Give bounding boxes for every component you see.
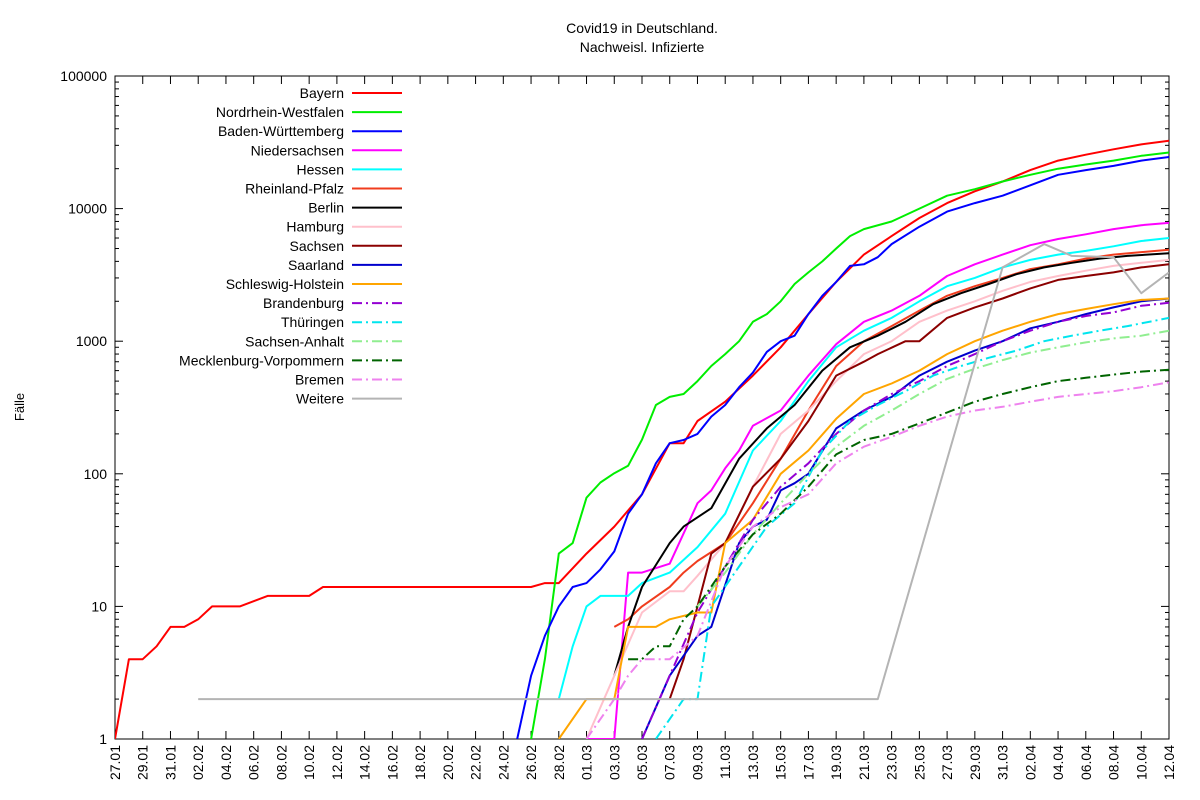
x-tick-label: 12.02: [329, 745, 345, 780]
series-line-schleswig-holstein: [557, 297, 1169, 739]
x-tick-label: 17.03: [800, 745, 816, 780]
series-line-sachsen: [668, 263, 1169, 700]
x-tick-label: 10.04: [1133, 745, 1149, 780]
legend-label-bayern: Bayern: [300, 85, 344, 101]
x-tick-label: 09.03: [689, 745, 705, 780]
x-tick-label: 11.03: [717, 745, 733, 779]
chart-subtitle: Nachweisl. Infizierte: [580, 39, 705, 55]
x-tick-label: 27.01: [107, 745, 123, 780]
x-tick-label: 03.03: [606, 745, 622, 780]
legend-label-niedersachsen: Niedersachsen: [251, 142, 344, 158]
x-tick-label: 07.03: [662, 745, 678, 780]
x-tick-label: 05.03: [634, 745, 650, 780]
legend-label-rheinland-pfalz: Rheinland-Pfalz: [245, 181, 344, 197]
legend-label-nordrhein-westfalen: Nordrhein-Westfalen: [216, 104, 344, 120]
x-tick-label: 15.03: [773, 745, 789, 780]
x-tick-label: 08.04: [1106, 745, 1122, 780]
series-line-baden-w-rttemberg: [516, 156, 1169, 739]
legend-label-brandenburg: Brandenburg: [263, 295, 344, 311]
series-line-weitere: [198, 243, 1169, 701]
x-tick-label: 04.02: [218, 745, 234, 780]
x-tick-label: 08.02: [273, 745, 289, 780]
x-tick-label: 02.04: [1022, 745, 1038, 780]
x-tick-label: 29.03: [967, 745, 983, 780]
series-line-sachsen-anhalt: [696, 329, 1169, 608]
x-tick-label: 02.02: [190, 745, 206, 780]
x-tick-label: 31.01: [162, 745, 178, 780]
legend-label-mecklenburg-vorpommern: Mecklenburg-Vorpommern: [179, 352, 344, 368]
plot-frame: [114, 75, 1170, 740]
x-tick-label: 18.02: [412, 745, 428, 780]
x-tick-label: 04.04: [1050, 745, 1066, 780]
legend-label-bremen: Bremen: [295, 372, 344, 388]
series-line-mecklenburg-vorpommern: [628, 368, 1169, 661]
x-tick-label: 16.02: [384, 745, 400, 780]
x-tick-label: 31.03: [995, 745, 1011, 780]
y-tick-label: 10000: [68, 201, 107, 217]
x-tick-label: 22.02: [468, 745, 484, 780]
legend-label-sachsen: Sachsen: [290, 238, 344, 254]
x-tick-label: 28.02: [551, 745, 567, 780]
legend-label-baden-w-rttemberg: Baden-Württemberg: [218, 123, 344, 139]
series-line-brandenburg: [641, 301, 1169, 739]
x-tick-label: 01.03: [579, 745, 595, 780]
legend-label-th-ringen: Thüringen: [281, 314, 344, 330]
y-tick-label: 100: [84, 466, 108, 482]
x-tick-label: 14.02: [357, 745, 373, 780]
x-tick-label: 10.02: [301, 745, 317, 780]
legend-label-hessen: Hessen: [297, 161, 344, 177]
series-line-hamburg: [585, 258, 1169, 739]
y-tick-label: 1: [99, 731, 107, 747]
x-tick-label: 20.02: [440, 745, 456, 780]
x-tick-label: 23.03: [884, 745, 900, 780]
series-line-berlin: [613, 252, 1169, 676]
series-line-bremen: [585, 381, 1169, 739]
y-tick-label: 10: [91, 598, 107, 614]
legend-label-saarland: Saarland: [288, 257, 344, 273]
x-tick-label: 19.03: [828, 745, 844, 780]
x-tick-label: 27.03: [939, 745, 955, 780]
legend-label-hamburg: Hamburg: [286, 219, 344, 235]
x-tick-label: 12.04: [1161, 745, 1177, 780]
y-axis-label: Fälle: [12, 393, 27, 421]
legend-label-schleswig-holstein: Schleswig-Holstein: [226, 276, 344, 292]
x-tick-label: 06.04: [1078, 745, 1094, 780]
x-tick-label: 26.02: [523, 745, 539, 780]
series-line-niedersachsen: [586, 221, 1169, 739]
x-tick-label: 13.03: [745, 745, 761, 780]
legend-label-weitere: Weitere: [296, 391, 344, 407]
series-line-nordrhein-westfalen: [530, 151, 1169, 739]
y-tick-label: 1000: [76, 333, 107, 349]
legend-label-berlin: Berlin: [308, 200, 344, 216]
chart-title: Covid19 in Deutschland.: [566, 20, 718, 36]
series-line-hessen: [557, 237, 1169, 700]
series-line-rheinland-pfalz: [613, 248, 1169, 628]
x-tick-label: 25.03: [911, 745, 927, 780]
legend-label-sachsen-anhalt: Sachsen-Anhalt: [245, 333, 344, 349]
x-tick-label: 21.03: [856, 745, 872, 780]
x-tick-label: 06.02: [246, 745, 262, 780]
x-tick-label: 24.02: [495, 745, 511, 780]
series-line-th-ringen: [655, 316, 1169, 739]
x-tick-label: 29.01: [135, 745, 151, 780]
y-tick-label: 100000: [60, 68, 107, 84]
